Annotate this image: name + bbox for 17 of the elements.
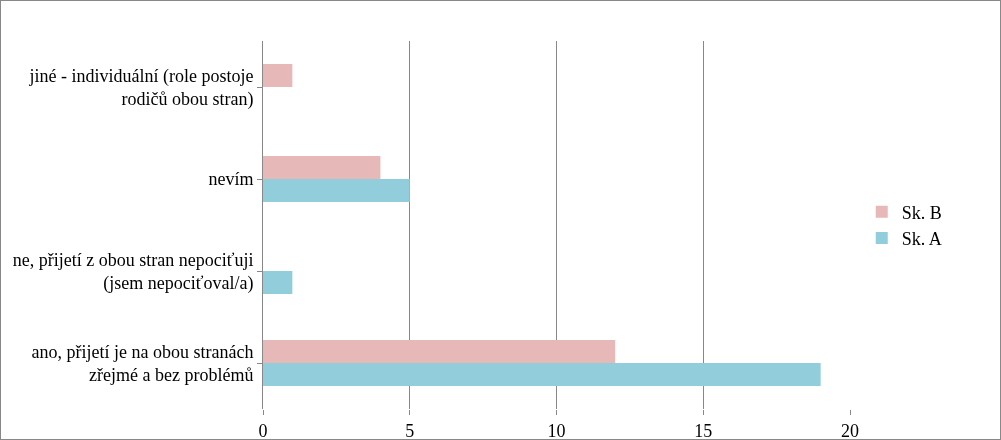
legend-label: Sk. B — [901, 202, 942, 223]
x-tick-label: 10 — [547, 420, 566, 440]
x-tick-label: 20 — [841, 420, 859, 440]
x-tick-label: 5 — [405, 420, 415, 440]
x-tick-label: 15 — [694, 420, 713, 440]
bar — [263, 340, 616, 363]
bar — [263, 179, 410, 202]
y-tick-label: ano, přijetí je na obou stranách zřejmé a bez problémů — [31, 341, 254, 385]
y-tick-label: jiné - individuální (role postoje rodičů obou stran) — [28, 65, 254, 110]
bar — [263, 271, 293, 294]
x-tick-label: 0 — [258, 420, 268, 440]
bar — [263, 64, 293, 87]
bar — [263, 156, 381, 179]
legend-label: Sk. A — [901, 229, 942, 250]
y-tick-label: nevím — [208, 169, 254, 190]
bar — [263, 363, 821, 386]
y-tick-label: ne, přijetí z obou stran nepociťuji (jsem nepociťoval/a) — [12, 249, 254, 294]
